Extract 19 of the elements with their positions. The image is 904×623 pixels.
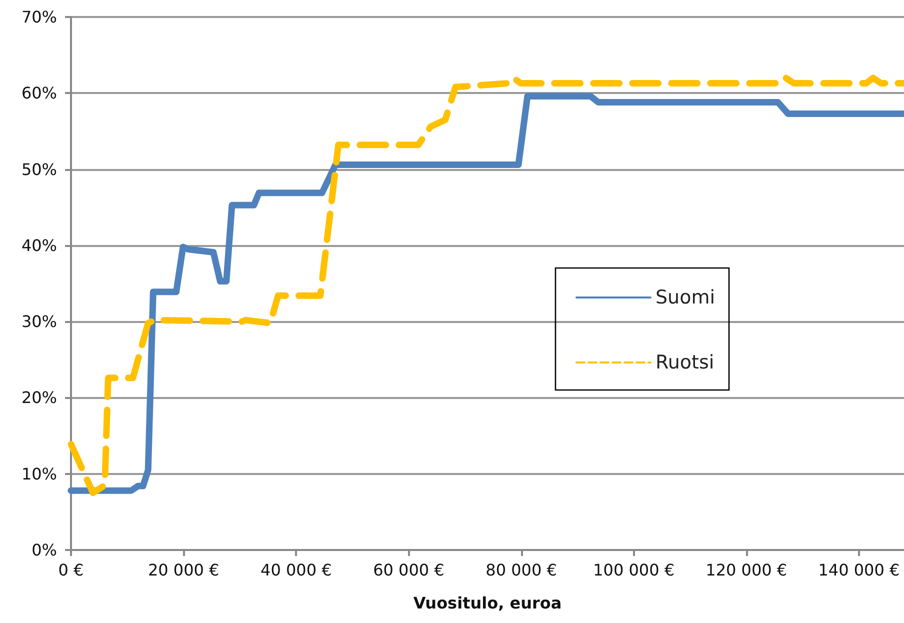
x-axis-title: Vuositulo, euroa (413, 594, 562, 612)
x-tick-label: 80 000 € (486, 560, 557, 580)
x-tick-label: 40 000 € (260, 560, 332, 580)
y-tick-label: 20% (21, 388, 57, 408)
x-tick-label: 60 000 € (373, 560, 444, 580)
y-tick-label: 40% (21, 236, 57, 255)
y-tick-label: 10% (21, 464, 57, 484)
y-tick-label: 0% (32, 540, 57, 560)
x-tick-label: 100 000 € (593, 560, 675, 580)
legend-label: Suomi (655, 286, 715, 308)
y-tick-label: 30% (21, 312, 57, 332)
y-tick-label: 50% (21, 160, 57, 179)
legend-label: Ruotsi (655, 352, 714, 374)
x-tick-label: 20 000 € (148, 560, 220, 580)
x-tick-label: 120 000 € (706, 560, 788, 580)
y-tick-label: 70% (21, 8, 57, 26)
y-tick-label: 60% (21, 84, 57, 103)
x-tick-label: 140 000 € (818, 560, 900, 580)
x-tick-label: 0 € (58, 560, 84, 580)
